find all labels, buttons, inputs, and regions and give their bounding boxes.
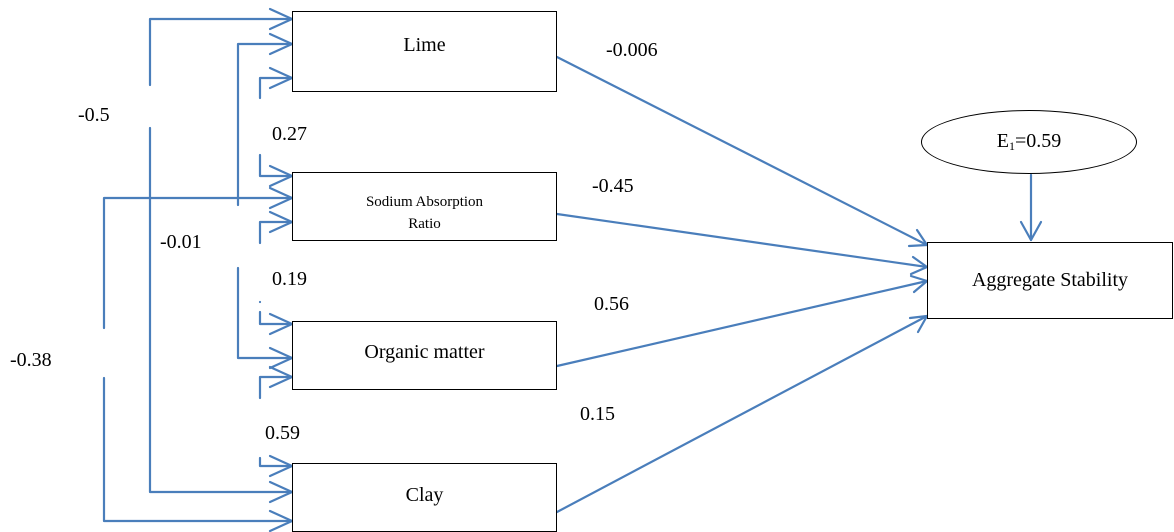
coef-clay: 0.15 (580, 403, 615, 425)
corr-organic-clay: 0.59 (265, 422, 300, 444)
corr-line-sodium-organic-bottom-b (258, 310, 294, 326)
corr-sodium-organic: 0.19 (272, 268, 307, 290)
corr-line-lime-clay-bottom (148, 126, 294, 494)
corr-line-lime-sodium-bottom (258, 153, 294, 178)
clay-label: Clay (405, 484, 444, 506)
corr-lime-clay: -0.5 (78, 104, 110, 126)
path-sodium-aggregate (555, 212, 929, 269)
path-organic-aggregate (555, 279, 929, 368)
corr-line-organic-clay-bottom (258, 456, 294, 468)
corr-lime-organic: -0.01 (160, 231, 202, 253)
corr-line-lime-sodium (258, 76, 294, 100)
coef-lime: -0.006 (606, 39, 658, 61)
coef-organic: 0.56 (594, 293, 629, 315)
corr-line-organic-clay (258, 375, 294, 400)
corr-lime-sodium: 0.27 (272, 123, 307, 145)
corr-line-lime-organic (236, 42, 294, 207)
corr-line-lime-clay (148, 17, 294, 87)
error-term-label: E1=0.59 (996, 130, 1062, 153)
lime-box: Lime (292, 11, 557, 92)
corr-line-sodium-clay-bottom (102, 376, 294, 523)
corr-sodium-clay: -0.38 (10, 349, 52, 371)
organic-label: Organic matter (364, 341, 485, 363)
aggregate-stability-box: Aggregate Stability (927, 242, 1173, 319)
clay-box: Clay (292, 463, 557, 532)
corr-line-sodium-organic (258, 220, 294, 245)
sodium-label-line2: Ratio (408, 215, 441, 232)
corr-line-lime-organic-bottom (236, 266, 294, 360)
organic-matter-box: Organic matter (292, 321, 557, 390)
path-clay-aggregate (555, 314, 929, 514)
error-term-ellipse: E1=0.59 (921, 110, 1137, 174)
coef-sodium: -0.45 (592, 175, 634, 197)
lime-label: Lime (403, 34, 446, 56)
path-lime-aggregate (555, 55, 929, 247)
arrowhead (1019, 220, 1043, 242)
sodium-label-line1: Sodium Absorption (365, 193, 484, 210)
sodium-absorption-ratio-box: Sodium Absorption Ratio (292, 172, 557, 241)
corr-line-sodium-clay (102, 196, 294, 330)
aggregate-label: Aggregate Stability (971, 269, 1129, 291)
